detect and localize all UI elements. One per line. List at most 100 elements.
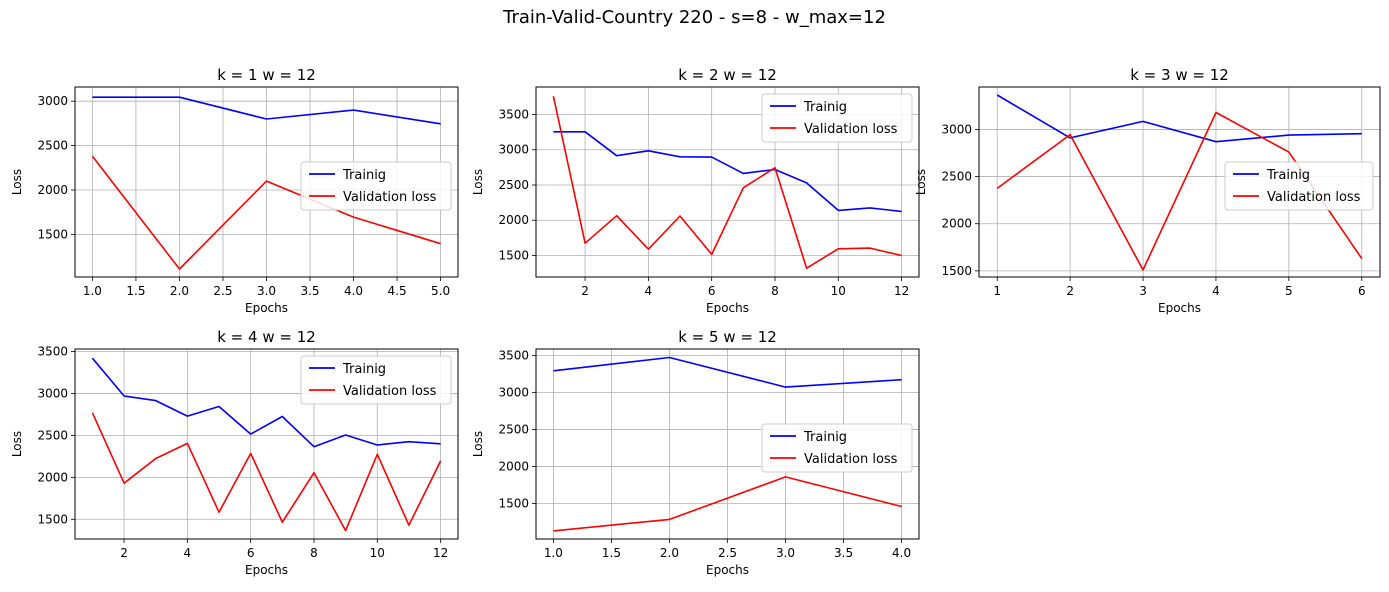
chart-4-axes-frame (74, 348, 459, 540)
chart-3-xtick-label: 1 (993, 284, 1001, 298)
chart-4-xlabel: Epochs (245, 563, 288, 577)
chart-3-ytick-label: 2000 (941, 217, 972, 231)
chart-3-legend-label: Trainig (1266, 168, 1310, 183)
chart-3: 1 2 3 4 5 6 1500 2000 2500 3000 k = 3 w = 12 Epochs… (914, 66, 1381, 315)
chart-1-title: k = 1 w = 12 (217, 66, 316, 84)
chart-1-xlabel: Epochs (245, 301, 288, 315)
chart-1-xtick-label: 1.0 (83, 284, 102, 298)
chart-2-axes-frame (535, 86, 920, 278)
chart-4-xtick-label: 2 (120, 546, 128, 560)
chart-5-ylabel: Loss (471, 431, 485, 457)
chart-2-legend-box (761, 93, 913, 143)
chart-5-xtick-label: 1.5 (602, 546, 621, 560)
chart-1-legend-label: Trainig (342, 168, 386, 183)
chart-5-ytick-label: 2000 (498, 460, 529, 474)
chart-5-legend-label: Validation loss (804, 452, 898, 467)
chart-3-xtick-label: 2 (1066, 284, 1074, 298)
chart-2-ytick-label: 2000 (498, 213, 529, 227)
chart-5-legend-box (761, 423, 913, 473)
chart-2-ytick-label: 3500 (498, 107, 529, 121)
chart-5-ytick-label: 2500 (498, 423, 529, 437)
chart-5-xlabel: Epochs (706, 563, 749, 577)
chart-5-xtick-label: 2.0 (660, 546, 679, 560)
chart-1-series-validation-line (91, 155, 441, 270)
chart-2-legend-label: Validation loss (804, 122, 898, 137)
chart-1-xtick-label: 1.5 (126, 284, 145, 298)
chart-3-ytick-label: 2500 (941, 170, 972, 184)
chart-1-xtick-label: 2.5 (213, 284, 232, 298)
chart-2-title: k = 2 w = 12 (678, 66, 777, 84)
chart-3-series-training-line (996, 94, 1362, 143)
chart-2-ytick-label: 1500 (498, 248, 529, 262)
chart-1-legend-label: Validation loss (343, 190, 437, 205)
chart-5-ytick-label: 3000 (498, 386, 529, 400)
chart-1-xtick-label: 3.0 (257, 284, 276, 298)
figure-title: Train-Valid-Country 220 - s=8 - w_max=12 (503, 7, 886, 28)
chart-1-ytick-label: 2500 (37, 139, 68, 153)
chart-5-ytick-label: 3500 (498, 349, 529, 363)
chart-4-xtick-label: 10 (370, 546, 385, 560)
chart-5-legend-label: Trainig (803, 430, 847, 445)
chart-4-ytick-label: 2500 (37, 428, 68, 442)
chart-5-xtick-label: 1.0 (544, 546, 563, 560)
chart-5-xtick-label: 2.5 (718, 546, 737, 560)
chart-2-xtick-label: 8 (771, 284, 779, 298)
chart-2-series-training-line (553, 131, 902, 213)
chart-3-xtick-label: 4 (1212, 284, 1220, 298)
chart-2-ytick-label: 3000 (498, 143, 529, 157)
chart-4-title: k = 4 w = 12 (217, 328, 316, 346)
chart-1-xtick-label: 2.0 (170, 284, 189, 298)
chart-3-xtick-label: 5 (1285, 284, 1293, 298)
chart-5-xtick-label: 4.0 (892, 546, 911, 560)
chart-1-ylabel: Loss (10, 169, 24, 195)
chart-5-series-training-line (553, 356, 902, 388)
chart-1-ytick-label: 3000 (37, 94, 68, 108)
chart-5-xtick-label: 3.5 (834, 546, 853, 560)
chart-2-xtick-label: 6 (708, 284, 716, 298)
chart-3-axes-frame (978, 86, 1381, 278)
chart-2: 2 4 6 8 10 12 1500 2000 2500 3000 3500 k = 2 w = 12… (471, 66, 920, 315)
chart-2-xtick-label: 2 (581, 284, 589, 298)
chart-4-xtick-label: 8 (310, 546, 318, 560)
chart-4-ytick-label: 1500 (37, 512, 68, 526)
chart-3-xlabel: Epochs (1158, 301, 1201, 315)
chart-2-xtick-label: 12 (894, 284, 909, 298)
chart-1-legend: Trainig Validation loss (300, 161, 452, 211)
chart-4-legend-label: Validation loss (343, 384, 437, 399)
chart-4-xtick-label: 12 (433, 546, 448, 560)
chart-4-xtick-label: 6 (247, 546, 255, 560)
chart-5-legend: Trainig Validation loss (761, 423, 913, 473)
chart-1-ytick-label: 1500 (37, 227, 68, 241)
chart-4-series-training-line (91, 357, 441, 448)
chart-3-xtick-label: 6 (1358, 284, 1366, 298)
chart-3-xtick-label: 3 (1139, 284, 1147, 298)
chart-1: 1.0 1.5 2.0 2.5 3.0 3.5 4.0 4.5 5.0 1500 2000 2500 3… (10, 66, 459, 315)
chart-4-series-validation-line (91, 412, 442, 532)
chart-2-ytick-label: 2500 (498, 178, 529, 192)
chart-2-xtick-label: 4 (645, 284, 653, 298)
chart-4-ytick-label: 3500 (37, 345, 68, 359)
chart-5-series-validation-line (553, 476, 902, 532)
chart-3-title: k = 3 w = 12 (1130, 66, 1229, 84)
chart-4-legend-box (300, 355, 452, 405)
chart-3-ytick-label: 1500 (941, 264, 972, 278)
chart-1-xtick-label: 5.0 (431, 284, 450, 298)
chart-1-series-training-line (92, 96, 441, 125)
chart-5-title: k = 5 w = 12 (678, 328, 777, 346)
chart-2-xlabel: Epochs (706, 301, 749, 315)
chart-1-xtick-label: 4.0 (344, 284, 363, 298)
chart-4: 2 4 6 8 10 12 1500 2000 2500 3000 3500 k = 4 w = 12… (10, 328, 459, 577)
chart-1-xtick-label: 4.5 (388, 284, 407, 298)
chart-2-series-validation-line (552, 96, 902, 270)
chart-4-ytick-label: 3000 (37, 386, 68, 400)
chart-3-ytick-label: 3000 (941, 122, 972, 136)
chart-4-xtick-label: 4 (184, 546, 192, 560)
chart-4-ytick-label: 2000 (37, 470, 68, 484)
chart-5: 1.0 1.5 2.0 2.5 3.0 3.5 4.0 1500 2000 2500 3000 350… (471, 328, 920, 577)
chart-2-ylabel: Loss (471, 169, 485, 195)
chart-1-legend-box (300, 161, 452, 211)
chart-5-ytick-label: 1500 (498, 497, 529, 511)
chart-4-ylabel: Loss (10, 431, 24, 457)
chart-4-legend-label: Trainig (342, 362, 386, 377)
